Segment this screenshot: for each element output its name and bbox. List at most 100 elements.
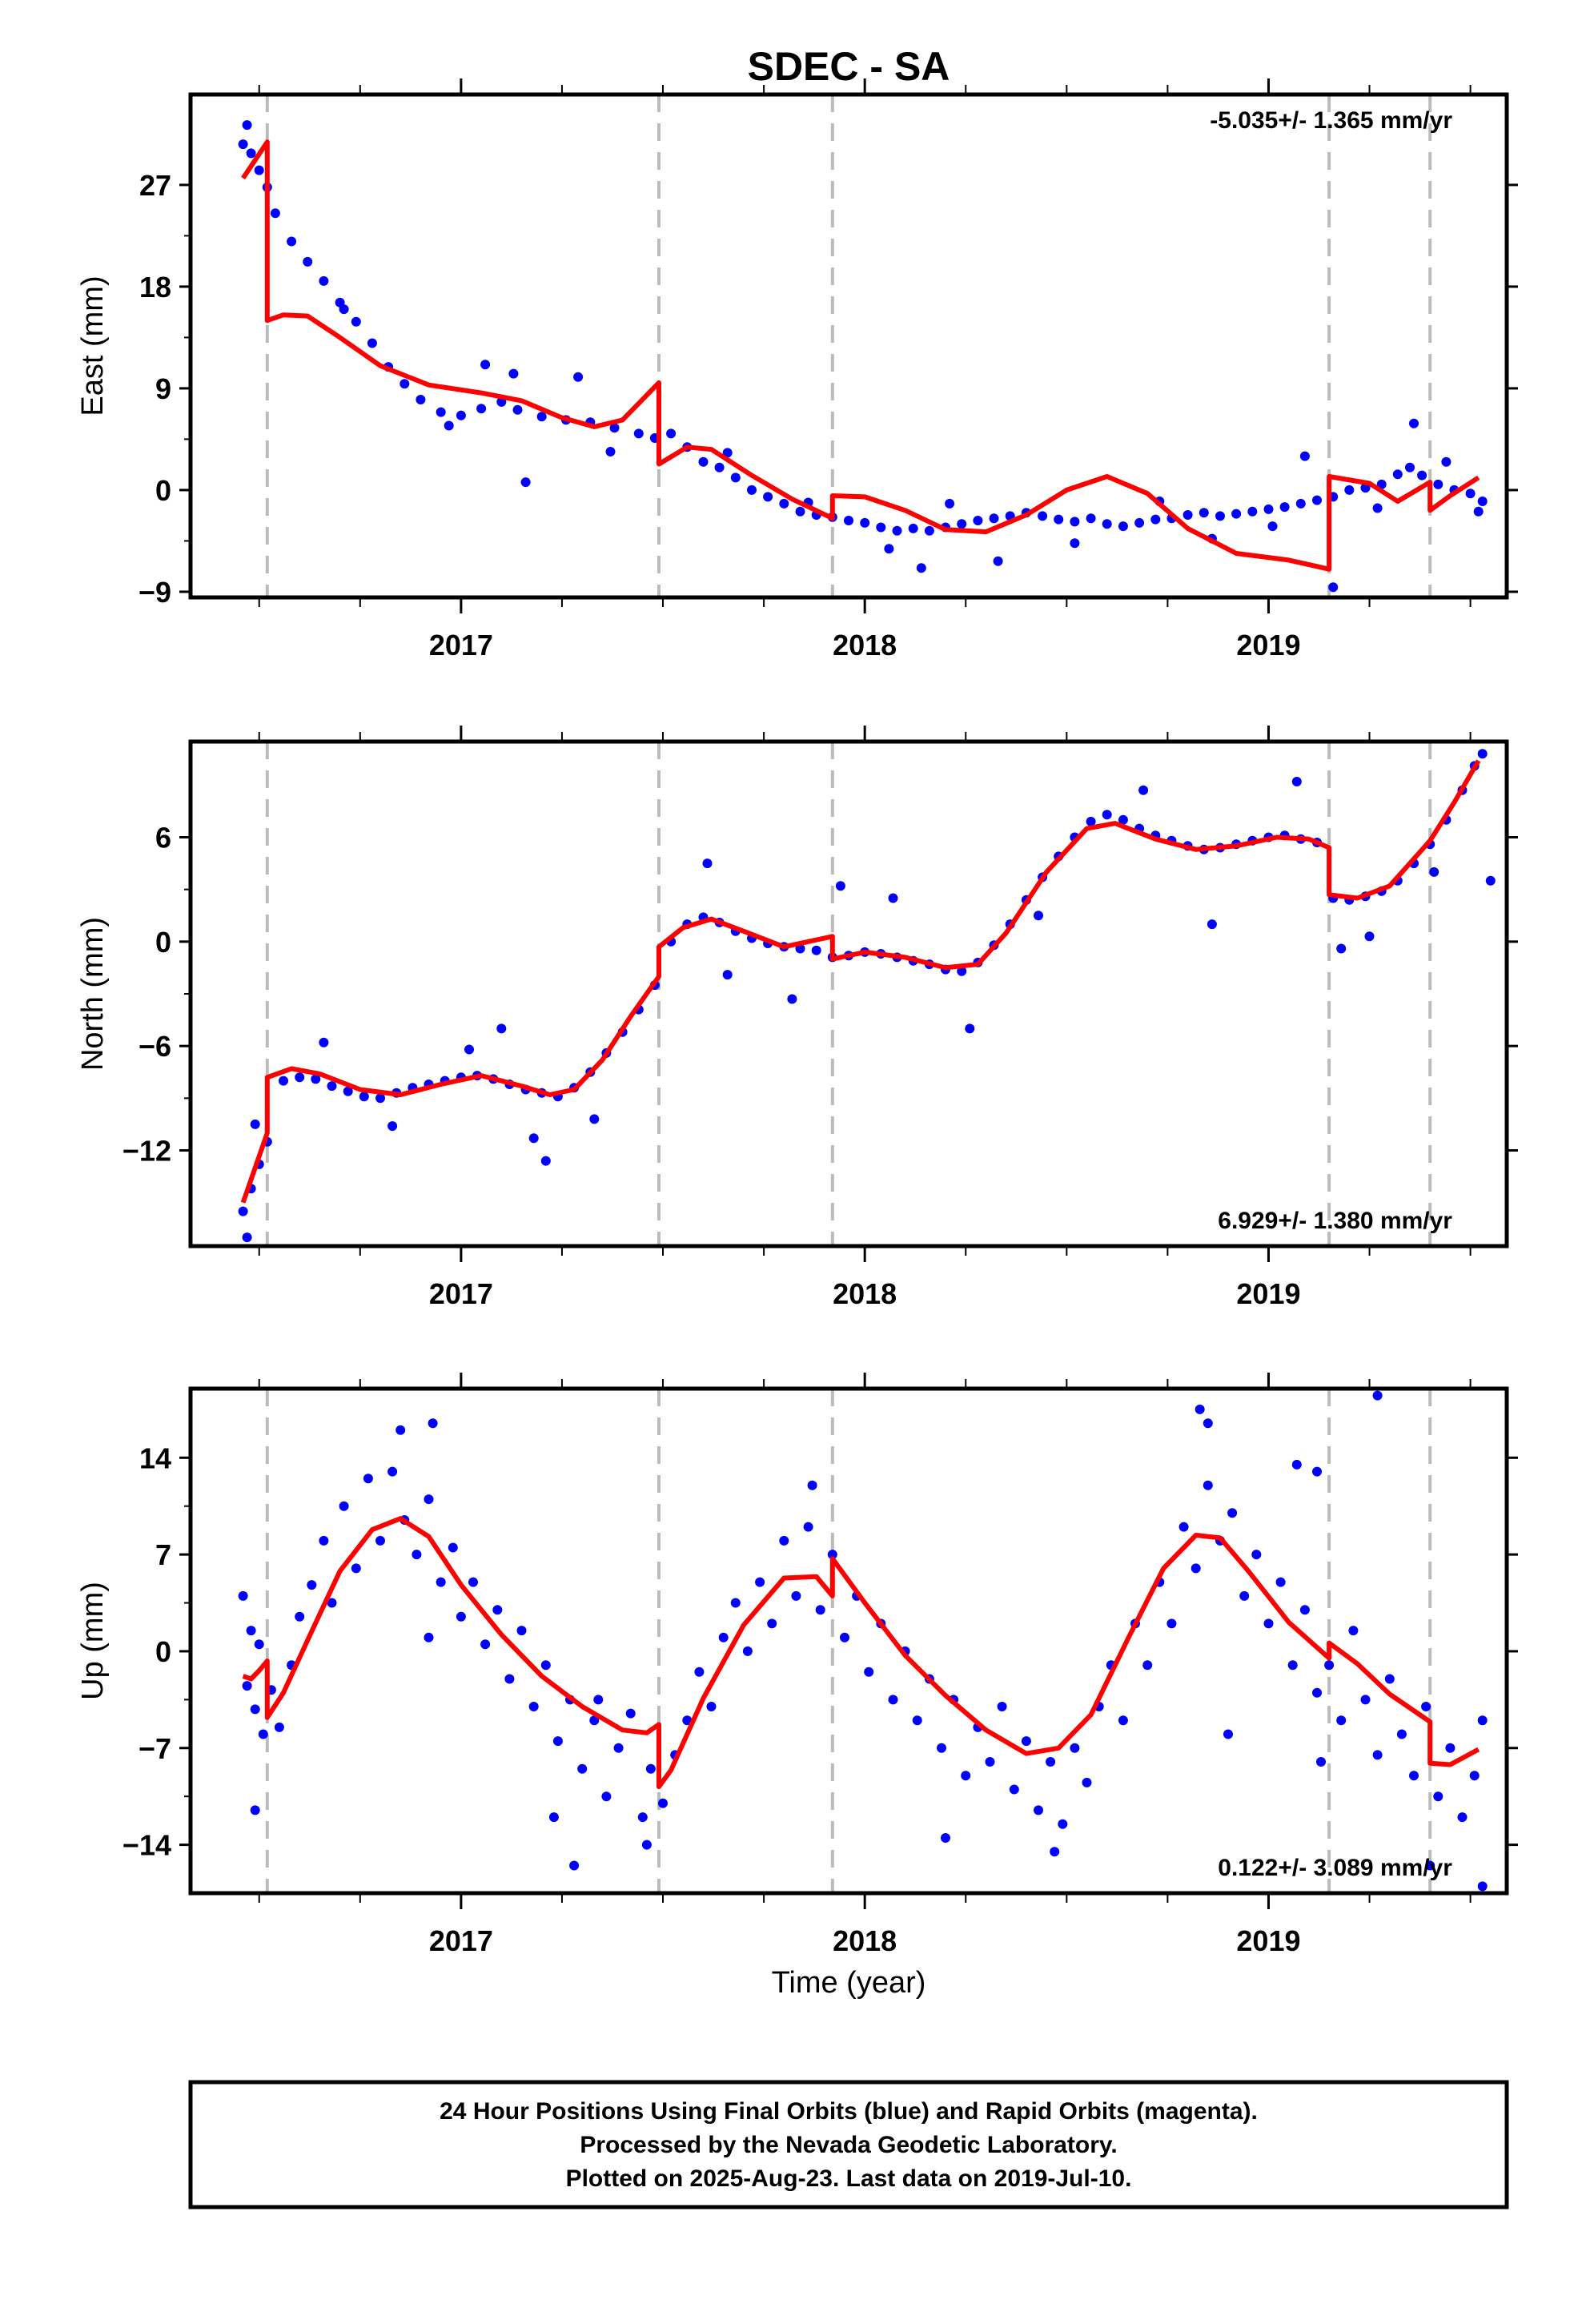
- east-data-point-77: [242, 120, 252, 131]
- east-data-point-70: [1392, 469, 1403, 480]
- up-data-point-120: [1291, 1459, 1302, 1470]
- east-data-point-28: [714, 462, 725, 472]
- up-data-point-122: [1372, 1390, 1383, 1401]
- up-data-point-67: [985, 1757, 995, 1767]
- up-data-point-22: [448, 1542, 458, 1553]
- up-panel: 14 7 0 −7 −14 2017 2018 2019 Up (mm) 0.122+/- 3.0…: [76, 1373, 1518, 1957]
- up-data-point-70: [1021, 1736, 1031, 1747]
- east-data-point-6: [303, 256, 313, 267]
- up-data-point-103: [1421, 1702, 1431, 1711]
- east-data-point-78: [339, 304, 349, 315]
- east-data-point-16: [476, 404, 487, 414]
- up-data-point-45: [718, 1632, 729, 1642]
- up-rate-label: 0.122+/- 3.089 mm/yr: [1218, 1855, 1452, 1881]
- up-data-point-30: [540, 1660, 551, 1671]
- up-data-point-74: [1070, 1743, 1080, 1753]
- up-data-point-84: [1191, 1563, 1201, 1574]
- up-data-point-40: [658, 1798, 668, 1808]
- up-data-point-20: [424, 1494, 434, 1505]
- east-data-point-36: [844, 516, 853, 525]
- east-data-point-37: [860, 517, 870, 528]
- figure-title: SDEC - SA: [748, 44, 950, 89]
- east-data-point-64: [1295, 498, 1306, 509]
- up-data-point-123: [1425, 1860, 1435, 1871]
- north-rate-label: 6.929+/- 1.380 mm/yr: [1218, 1208, 1452, 1234]
- east-data-point-58: [1199, 508, 1209, 518]
- north-data-point-0: [238, 1206, 248, 1216]
- up-data-point-11: [319, 1535, 329, 1546]
- east-rate-label: -5.035+/- 1.365 mm/yr: [1210, 107, 1452, 134]
- east-data-point-83: [573, 372, 584, 382]
- up-data-point-83: [1178, 1522, 1189, 1532]
- east-data-point-94: [1267, 521, 1278, 532]
- up-data-point-38: [637, 1812, 648, 1823]
- up-data-point-19: [412, 1550, 422, 1560]
- up-data-point-24: [468, 1577, 478, 1587]
- north-data-point-86: [528, 1133, 539, 1144]
- east-data-point-52: [1102, 519, 1112, 529]
- up-data-point-44: [706, 1702, 717, 1711]
- up-data-point-82: [1166, 1618, 1177, 1629]
- north-data-point-96: [1138, 785, 1149, 795]
- up-data-point-124: [1477, 1881, 1488, 1892]
- north-panel: 6 0 −6 −12 2017 2018 2019 North (mm) 6.929+/- 1.…: [76, 726, 1518, 1310]
- up-data-point-0: [238, 1590, 248, 1601]
- up-data-point-118: [1195, 1404, 1205, 1414]
- up-data-point-112: [548, 1812, 559, 1823]
- east-data-point-1: [246, 148, 256, 159]
- up-data-point-37: [625, 1708, 636, 1719]
- up-data-point-35: [601, 1791, 612, 1802]
- up-data-point-96: [1336, 1715, 1347, 1726]
- east-data-point-43: [957, 519, 967, 529]
- up-data-point-102: [1409, 1771, 1419, 1781]
- up-data-point-7: [274, 1722, 284, 1732]
- east-data-point-41: [924, 525, 934, 536]
- up-data-point-85: [1203, 1480, 1213, 1490]
- east-data-point-89: [945, 498, 955, 509]
- up-data-point-33: [577, 1763, 588, 1774]
- up-data-point-34: [589, 1715, 600, 1726]
- up-data-point-75: [1082, 1777, 1092, 1787]
- up-data-point-101: [1396, 1729, 1407, 1739]
- east-data-point-30: [747, 485, 757, 495]
- east-data-point-15: [456, 410, 466, 420]
- up-data-point-57: [864, 1667, 874, 1677]
- east-data-point-73: [1433, 479, 1443, 489]
- up-y-tick-label-2: 0: [155, 1635, 171, 1668]
- up-data-point-29: [528, 1702, 539, 1711]
- up-data-point-26: [492, 1605, 503, 1615]
- east-data-point-95: [1299, 451, 1310, 461]
- up-data-point-80: [1142, 1660, 1153, 1671]
- up-data-point-126: [1223, 1729, 1233, 1739]
- east-data-point-57: [1182, 510, 1193, 520]
- up-data-point-42: [682, 1715, 693, 1726]
- east-data-point-81: [508, 368, 519, 379]
- east-y-tick-label-2: 9: [155, 372, 171, 405]
- north-data-point-37: [811, 945, 821, 955]
- up-y-tick-label-1: 7: [155, 1538, 171, 1571]
- east-y-tick-label-1: 18: [139, 271, 171, 304]
- north-data-point-94: [965, 1023, 975, 1034]
- north-data-point-8: [343, 1086, 353, 1096]
- up-data-point-10: [307, 1580, 317, 1590]
- up-data-point-108: [1477, 1715, 1488, 1726]
- up-data-point-12: [327, 1598, 337, 1608]
- up-data-point-125: [1316, 1757, 1326, 1767]
- east-data-point-75: [1465, 489, 1476, 499]
- up-data-point-4: [254, 1639, 264, 1650]
- east-data-point-100: [1473, 506, 1484, 517]
- up-data-point-72: [1046, 1757, 1056, 1767]
- up-data-point-2: [246, 1626, 256, 1636]
- east-data-point-0: [238, 139, 248, 150]
- east-data-point-38: [876, 522, 886, 533]
- footer-line-2: Processed by the Nevada Geodetic Laborat…: [580, 2132, 1117, 2158]
- up-data-point-23: [456, 1611, 466, 1622]
- east-data-point-13: [416, 395, 426, 404]
- east-x-tick-label-0: 2017: [429, 629, 493, 661]
- east-panel: 27 18 9 0 −9 2017 2018 2019 East (mm) -5.035+/- 1…: [76, 78, 1518, 661]
- up-data-point-117: [1050, 1847, 1060, 1857]
- up-data-point-14: [351, 1563, 361, 1574]
- north-data-point-98: [1291, 777, 1302, 786]
- east-x-tick-label-1: 2018: [833, 629, 897, 661]
